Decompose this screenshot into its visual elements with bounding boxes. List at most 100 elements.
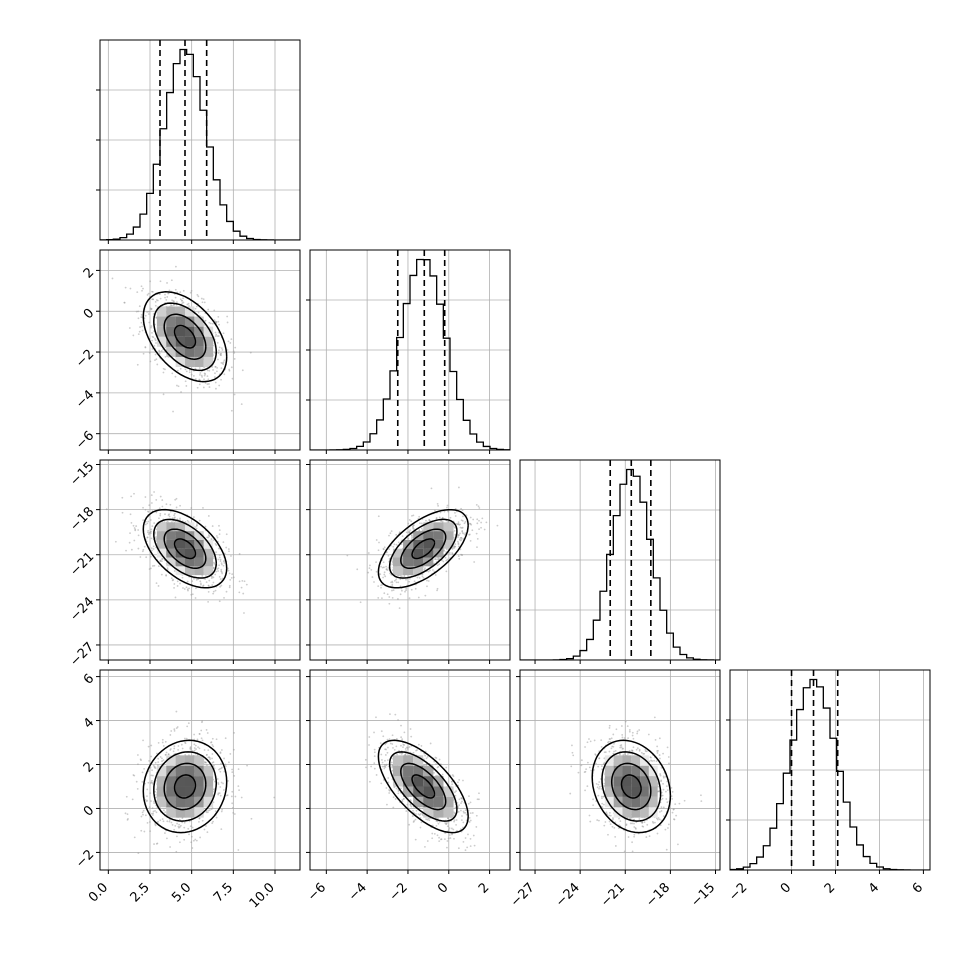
scatter-point <box>412 751 415 754</box>
scatter-point <box>121 496 124 499</box>
scatter-point <box>137 333 140 336</box>
scatter-point <box>136 754 139 756</box>
scatter-point <box>218 554 221 557</box>
scatter-point <box>231 377 234 380</box>
scatter-point <box>197 578 200 581</box>
scatter-point <box>179 841 181 844</box>
scatter-point <box>228 369 231 372</box>
density-cell <box>443 531 454 540</box>
scatter-point <box>177 745 180 747</box>
scatter-point <box>660 806 663 809</box>
scatter-point <box>394 798 397 800</box>
density-cell <box>392 557 404 567</box>
scatter-point <box>190 373 193 376</box>
scatter-point <box>368 744 370 746</box>
contour-line <box>400 528 447 570</box>
scatter-point <box>172 750 175 753</box>
scatter-point <box>441 773 444 776</box>
x-tick-label: −2 <box>387 880 411 904</box>
scatter-point <box>217 352 220 354</box>
scatter-point <box>425 519 427 522</box>
scatter-point <box>233 351 236 354</box>
scatter-point <box>408 580 411 583</box>
scatter-point <box>447 510 449 513</box>
density-cell <box>185 548 195 558</box>
scatter-point <box>176 369 179 372</box>
scatter-point <box>601 768 603 771</box>
scatter-point <box>476 522 479 525</box>
panel-3-1: −6 −4 −2 0 2 <box>305 669 511 904</box>
density-cell <box>194 531 204 540</box>
density-cell <box>403 548 414 558</box>
scatter-point <box>417 743 420 746</box>
scatter-point <box>375 774 378 776</box>
scatter-point <box>377 549 380 552</box>
panel-2-1 <box>306 459 511 664</box>
scatter-point <box>198 383 201 386</box>
scatter-point <box>461 815 463 817</box>
scatter-point <box>188 820 191 823</box>
scatter-point <box>210 741 213 743</box>
scatter-point <box>231 771 234 774</box>
scatter-point <box>600 787 603 790</box>
scatter-point <box>420 527 423 530</box>
scatter-point <box>206 383 209 386</box>
scatter-point <box>390 581 392 584</box>
x-tick-label: 10.0 <box>247 880 278 911</box>
scatter-point <box>402 746 404 749</box>
scatter-point <box>221 808 224 811</box>
scatter-point <box>425 763 428 766</box>
scatter-point <box>147 510 149 513</box>
scatter-point <box>405 750 408 752</box>
scatter-point <box>141 325 144 328</box>
scatter-point <box>202 585 204 587</box>
scatter-point <box>397 719 399 721</box>
scatter-point <box>476 537 479 540</box>
density-cell <box>185 336 195 347</box>
scatter-point <box>138 330 141 333</box>
scatter-point <box>459 539 462 542</box>
scatter-point <box>457 486 460 489</box>
scatter-point <box>147 745 150 748</box>
scatter-point <box>401 589 403 592</box>
scatter-point <box>439 511 442 514</box>
scatter-point <box>218 529 221 532</box>
density-cell <box>433 522 444 532</box>
scatter-point <box>435 517 438 519</box>
scatter-point <box>460 809 462 812</box>
scatter-point <box>149 280 152 283</box>
scatter-point <box>188 587 190 590</box>
scatter-point <box>211 807 214 809</box>
scatter-point <box>137 310 140 313</box>
scatter-point <box>219 751 222 754</box>
density-cell <box>423 786 434 797</box>
scatter-point <box>231 806 234 809</box>
scatter-point <box>220 828 223 831</box>
scatter-point <box>441 520 444 523</box>
scatter-point <box>377 597 380 599</box>
density-cell <box>156 776 167 787</box>
scatter-point <box>405 810 408 812</box>
panel-frame <box>99 249 301 451</box>
scatter-point <box>142 809 145 812</box>
scatter-point <box>152 548 155 550</box>
scatter-point <box>391 581 394 584</box>
scatter-point <box>230 366 233 369</box>
scatter-point <box>364 758 367 761</box>
scatter-point <box>180 299 183 302</box>
scatter-point <box>138 305 141 308</box>
scatter-point <box>155 511 158 514</box>
scatter-point <box>157 820 160 823</box>
density-cell <box>203 776 214 787</box>
scatter-point <box>388 596 391 598</box>
scatter-point <box>151 565 154 567</box>
scatter-point <box>407 537 410 540</box>
scatter-point <box>159 280 162 283</box>
density-cell <box>403 786 414 797</box>
scatter-point <box>151 525 154 527</box>
scatter-point <box>202 386 205 389</box>
density-cell <box>194 786 204 797</box>
density-cell <box>156 306 167 317</box>
scatter-point <box>397 541 400 544</box>
scatter-point <box>434 558 437 560</box>
